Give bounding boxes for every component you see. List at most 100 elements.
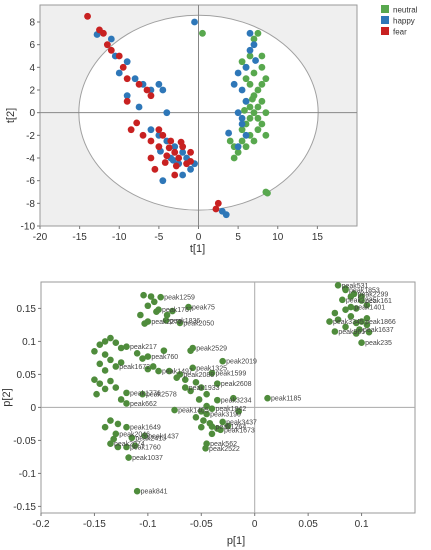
loading-point — [123, 343, 130, 350]
fear-point — [123, 75, 131, 83]
loading-point — [110, 435, 117, 443]
point-label: peak3437 — [226, 419, 257, 426]
fear-point — [96, 26, 103, 34]
loading-point — [91, 376, 98, 383]
x-tick-label: -0.15 — [83, 519, 106, 530]
point-label: peak1437 — [148, 433, 179, 440]
y-tick-label: -4 — [26, 154, 35, 165]
point-label: peak531 — [342, 283, 369, 290]
x-tick-label: -10 — [112, 232, 127, 243]
loading-point — [160, 347, 168, 354]
happy-point — [242, 63, 250, 71]
y-tick-label: 6 — [29, 40, 35, 51]
happy-point — [123, 58, 131, 66]
fear-point — [163, 152, 171, 160]
happy-point — [234, 143, 242, 151]
x-tick-label: 5 — [235, 232, 241, 243]
happy-point — [222, 211, 230, 219]
happy-point — [246, 29, 254, 37]
loading-point — [352, 305, 360, 312]
loading-point — [363, 321, 371, 329]
legend-swatch-happy — [381, 16, 389, 24]
fear-point — [212, 205, 220, 213]
loading-point — [173, 374, 181, 382]
loading-point — [147, 293, 155, 300]
x-tick-label: -5 — [154, 232, 163, 243]
fear-point — [167, 137, 175, 145]
neutral-point — [258, 52, 266, 60]
neutral-point — [254, 114, 262, 122]
neutral-point — [264, 189, 271, 197]
loading-point — [144, 302, 152, 310]
point-label: peak2088 — [183, 372, 214, 379]
loading-point — [219, 357, 226, 365]
score-plot: -20 -15 -10 -5 0 5 10 15-10-8-6-4-202468t[1]t[2… — [5, 4, 430, 255]
loading-point — [169, 307, 176, 315]
y-tick-label: 0 — [30, 403, 36, 414]
fear-point — [123, 97, 131, 105]
loading-point — [157, 293, 164, 301]
neutral-point — [199, 29, 206, 37]
point-label: peak1401 — [354, 305, 385, 312]
loading-point — [123, 400, 130, 407]
loading-point — [197, 384, 205, 391]
loading-point — [195, 396, 203, 403]
happy-point — [159, 86, 167, 94]
x-tick-label: 0.1 — [355, 519, 369, 530]
loading-point — [334, 282, 342, 289]
point-label: peak662 — [130, 401, 157, 408]
neutral-point — [246, 52, 254, 60]
loading-point — [93, 390, 100, 398]
loading-point — [339, 296, 346, 304]
point-label: peak1760 — [130, 445, 161, 452]
neutral-point — [242, 143, 250, 151]
loading-point — [214, 425, 221, 432]
fear-point — [147, 137, 155, 145]
loading-point — [197, 423, 205, 431]
neutral-point — [258, 63, 266, 71]
loading-point — [342, 306, 349, 314]
loading-point — [181, 384, 189, 391]
loading-point — [107, 356, 114, 364]
loading-point — [189, 364, 197, 372]
loading-point — [101, 338, 109, 345]
loading-point — [140, 291, 147, 299]
loading-point — [150, 298, 158, 306]
loading-point — [208, 430, 216, 438]
y-tick-label: 0 — [29, 108, 35, 119]
neutral-point — [248, 95, 256, 103]
happy-point — [242, 97, 250, 105]
fear-point — [151, 165, 159, 173]
loading-point — [347, 313, 355, 320]
neutral-point — [241, 107, 248, 114]
y-tick-label: 0.1 — [22, 337, 36, 348]
loading-point — [358, 339, 365, 347]
loading-point — [107, 440, 114, 448]
happy-point — [171, 143, 179, 151]
y-tick-label: -0.1 — [19, 469, 37, 480]
x-tick-label: -0.05 — [190, 519, 213, 530]
loading-point — [208, 369, 216, 377]
legend-swatch-fear — [381, 27, 389, 35]
loading-point — [91, 348, 98, 355]
legend-label-happy: happy — [393, 17, 415, 26]
loading-point — [187, 387, 194, 395]
loading-point — [163, 311, 171, 319]
loading-point — [192, 379, 200, 386]
fear-point — [155, 143, 163, 151]
neutral-point — [238, 126, 246, 134]
point-label: peak2299 — [358, 291, 389, 298]
loading-point — [96, 380, 104, 387]
loading-point — [144, 353, 152, 360]
loading-point — [202, 445, 209, 452]
loading-point — [208, 405, 216, 413]
neutral-point — [246, 103, 254, 111]
neutral-point — [250, 35, 258, 43]
loading-point — [141, 320, 148, 327]
point-label: peak2272 — [151, 319, 182, 326]
loading-plot: -0.2 -0.15 -0.1 -0.05 0 0.05 0.1 -0.15 -0.1 -0.05… — [1, 281, 416, 547]
happy-point — [135, 103, 143, 111]
point-label: peak1264 — [215, 424, 246, 431]
point-label: peak1185 — [271, 396, 301, 403]
fear-point — [143, 86, 151, 94]
